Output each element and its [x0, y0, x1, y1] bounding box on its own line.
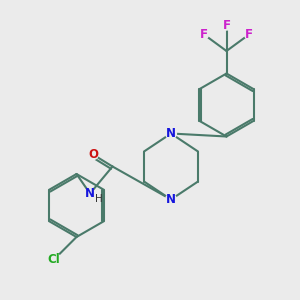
Circle shape: [200, 30, 208, 39]
Circle shape: [222, 21, 231, 30]
Text: H: H: [94, 194, 102, 204]
Circle shape: [47, 253, 61, 266]
Circle shape: [88, 149, 98, 160]
Text: N: N: [166, 127, 176, 140]
Circle shape: [85, 189, 94, 198]
Text: F: F: [223, 19, 230, 32]
Text: N: N: [85, 187, 95, 200]
Text: N: N: [166, 193, 176, 206]
Text: O: O: [88, 148, 98, 161]
Circle shape: [166, 128, 176, 139]
Text: Cl: Cl: [48, 253, 60, 266]
Text: F: F: [200, 28, 208, 41]
Circle shape: [166, 194, 176, 205]
Circle shape: [244, 30, 253, 39]
Text: F: F: [245, 28, 253, 41]
